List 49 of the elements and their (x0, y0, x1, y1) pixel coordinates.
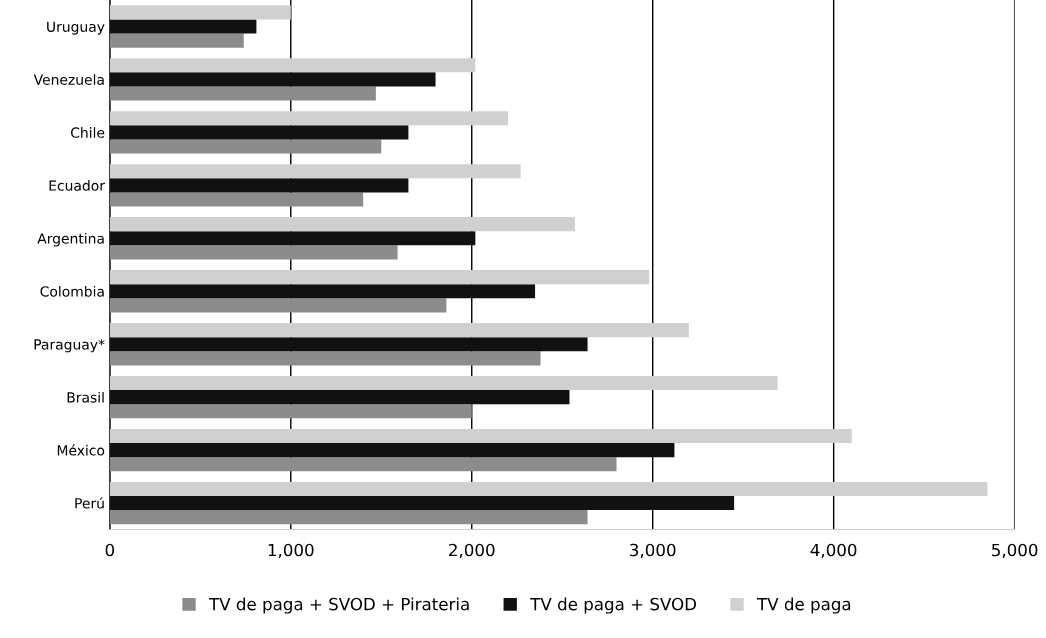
bar (109, 125, 409, 140)
bar (109, 390, 570, 405)
x-tick-label: 0 (105, 543, 115, 557)
y-tick-label: Paraguay* (34, 339, 105, 353)
bar (109, 139, 382, 154)
bar (109, 58, 476, 73)
y-tick-label: Perú (75, 497, 104, 509)
x-tick-label: 4,000 (810, 543, 857, 559)
bar (109, 111, 508, 126)
legend-label: TV de paga + SVOD + Pirateria (208, 597, 469, 614)
bar (109, 457, 617, 472)
y-tick-label: México (57, 444, 105, 456)
legend-label: TV de paga + SVOD (530, 597, 697, 614)
bar (109, 510, 588, 525)
x-tick-label: 3,000 (630, 543, 676, 559)
bar (109, 404, 472, 419)
bar (109, 5, 291, 20)
bar (109, 33, 244, 48)
bar (109, 443, 675, 458)
bar (109, 496, 735, 511)
bar (109, 298, 447, 313)
bar (109, 178, 409, 193)
bar (109, 245, 398, 260)
bar (109, 72, 436, 87)
x-tick-label: 1,000 (268, 543, 314, 559)
x-tick-label: 5,000 (992, 543, 1038, 559)
bar (109, 270, 650, 285)
bar (109, 323, 689, 338)
bar (109, 428, 852, 444)
bar (109, 164, 521, 179)
y-tick-label: Colombia (40, 285, 104, 297)
bar (109, 284, 536, 299)
bar (109, 337, 588, 352)
legend-label: TV de paga (756, 597, 851, 614)
bar (109, 375, 778, 391)
bar (109, 217, 575, 232)
bar (109, 351, 541, 366)
y-tick-label: Argentina (37, 233, 104, 247)
bar (109, 481, 988, 496)
y-tick-label: Ecuador (49, 180, 105, 191)
bar (109, 192, 364, 207)
y-tick-label: Brasil (67, 391, 104, 403)
y-tick-label: Uruguay (47, 21, 105, 35)
bar (109, 231, 476, 246)
bar (109, 86, 376, 101)
y-tick-label: Venezuela (33, 74, 104, 85)
x-tick-label: 2,000 (449, 543, 495, 559)
bar (109, 19, 257, 34)
y-tick-label: Chile (70, 127, 105, 138)
